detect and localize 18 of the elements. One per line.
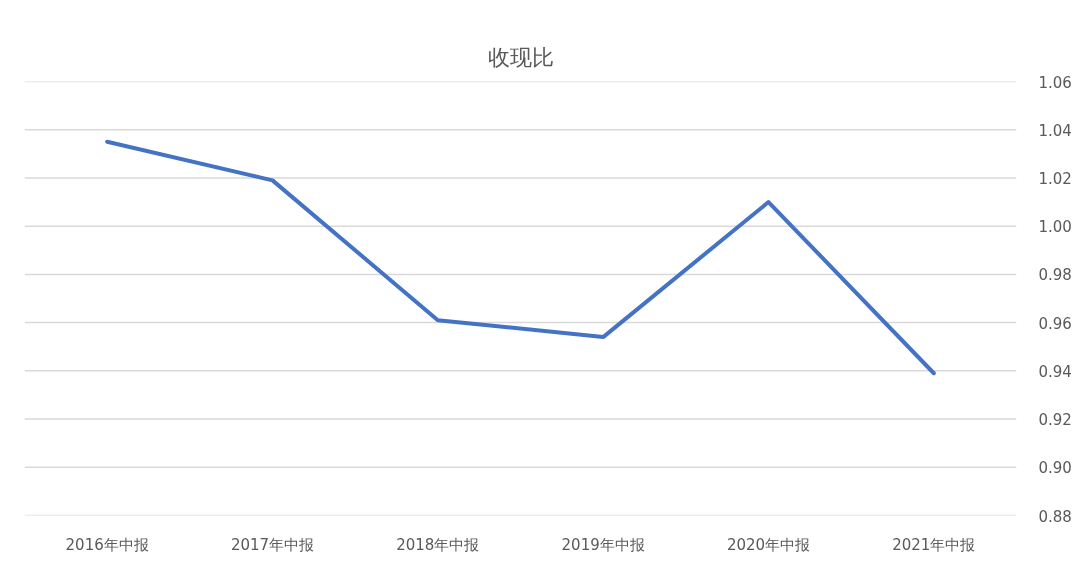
x-tick-label: 2019年中报 (561, 535, 645, 554)
y-tick-label: 0.92 (1038, 411, 1072, 430)
line-series (105, 139, 936, 376)
y-tick-label: 1.00 (1038, 218, 1072, 237)
chart-title: 收现比 (487, 44, 554, 70)
y-tick-label: 0.98 (1038, 266, 1072, 285)
y-tick-label: 0.96 (1038, 314, 1072, 333)
y-tick-label: 0.94 (1038, 362, 1072, 381)
x-tick-label: 2021年中报 (892, 535, 976, 554)
x-tick-label: 2016年中报 (65, 535, 149, 554)
x-tick-label: 2017年中报 (230, 535, 315, 554)
x-tick-label: 2018年中报 (396, 535, 480, 554)
y-tick-label: 0.88 (1038, 507, 1072, 526)
x-tick-label: 2020年中报 (726, 535, 811, 554)
y-tick-label: 1.04 (1038, 121, 1072, 140)
y-tick-label: 0.90 (1038, 459, 1072, 478)
y-tick-label: 1.06 (1038, 73, 1072, 92)
y-tick-label: 1.02 (1038, 169, 1072, 188)
